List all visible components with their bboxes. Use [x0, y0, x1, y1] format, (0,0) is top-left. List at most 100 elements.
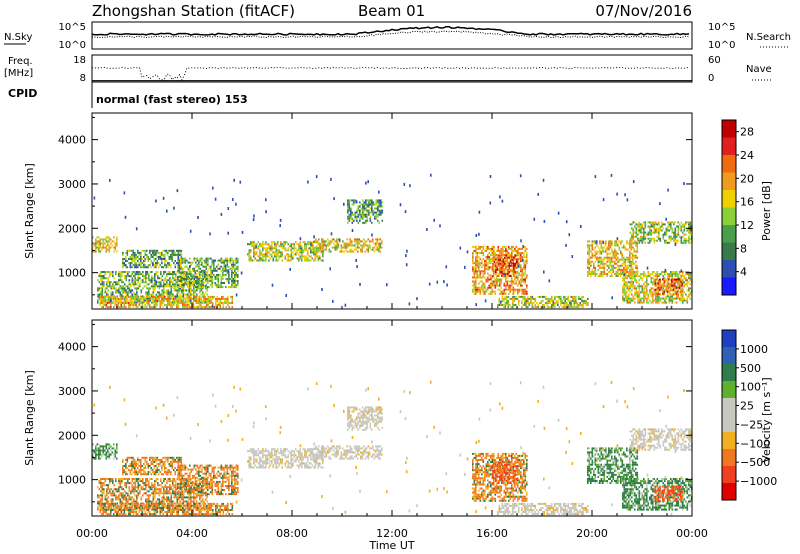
- power-cell: [135, 256, 138, 258]
- power-cell: [484, 270, 486, 273]
- power-cell: [370, 248, 373, 251]
- power-cell: [366, 199, 369, 202]
- power-cell: [292, 247, 294, 250]
- power-cell: [299, 237, 302, 241]
- power-cell: [495, 268, 497, 271]
- power-cell: [542, 178, 545, 182]
- power-cell: [104, 271, 107, 273]
- power-cell: [219, 284, 221, 287]
- power-cell: [235, 293, 238, 297]
- power-cell: [372, 203, 375, 206]
- power-cell: [131, 256, 133, 258]
- power-cell: [272, 259, 275, 262]
- y-tick-label: 1000: [58, 267, 86, 280]
- power-cell: [334, 244, 337, 247]
- power-cell: [587, 262, 589, 265]
- power-cell: [505, 245, 507, 248]
- power-cell: [198, 261, 200, 264]
- power-cell: [654, 290, 657, 293]
- power-cell: [259, 253, 261, 256]
- power-cell: [516, 266, 518, 269]
- power-cell: [638, 237, 641, 240]
- power-cell: [131, 249, 133, 252]
- power-cell: [671, 278, 673, 281]
- power-cell: [205, 263, 208, 266]
- power-cell: [635, 235, 638, 238]
- power-cell: [653, 293, 656, 296]
- power-cell: [508, 272, 510, 275]
- power-cell: [150, 253, 153, 256]
- power-cell: [172, 285, 174, 288]
- power-cell: [262, 253, 264, 256]
- power-cell: [178, 291, 180, 294]
- power-cell: [154, 301, 156, 304]
- power-cell: [525, 302, 528, 304]
- power-cell: [520, 274, 522, 277]
- power-cell: [376, 238, 379, 241]
- power-cell: [196, 273, 198, 276]
- power-cell: [152, 291, 155, 294]
- power-cell: [644, 235, 647, 238]
- velocity-cell: [101, 478, 104, 480]
- power-cell: [203, 295, 205, 298]
- power-cell: [674, 233, 677, 236]
- power-cell: [195, 261, 197, 264]
- power-cell: [500, 252, 503, 254]
- power-cell: [313, 235, 315, 239]
- power-cell: [231, 300, 234, 302]
- power-cell: [131, 277, 134, 280]
- power-cell: [632, 260, 634, 263]
- power-cell: [375, 215, 378, 218]
- velocity-cell: [107, 496, 110, 499]
- power-cell: [356, 217, 358, 220]
- power-cell: [622, 271, 624, 273]
- power-cell: [685, 239, 687, 242]
- power-cell: [146, 249, 148, 252]
- power-cell: [278, 257, 281, 260]
- power-cell: [153, 258, 156, 260]
- power-cell: [573, 297, 576, 300]
- power-cell: [208, 257, 211, 260]
- power-cell: [184, 280, 187, 282]
- power-cell: [505, 276, 507, 279]
- velocity-cell: [101, 498, 104, 501]
- power-cell: [509, 284, 512, 287]
- velocity-cell: [122, 494, 125, 497]
- power-cell: [612, 256, 615, 259]
- power-cell: [662, 237, 665, 240]
- nsky-panel: N.Sky 10^5 10^0 10^5 10^0 N.Search: [4, 21, 791, 51]
- velocity-cell: [93, 457, 96, 460]
- power-cell: [475, 282, 477, 285]
- power-cell: [107, 300, 109, 302]
- power-cell: [159, 251, 162, 254]
- beam-label: Beam 01: [358, 2, 425, 20]
- power-cell: [378, 242, 380, 245]
- power-cell: [301, 245, 303, 248]
- power-cell: [641, 235, 644, 238]
- power-cell: [148, 289, 150, 292]
- velocity-cell: [108, 453, 111, 456]
- power-cell: [205, 278, 208, 280]
- power-cell: [602, 275, 604, 277]
- power-cell: [110, 304, 112, 306]
- power-cell: [180, 300, 183, 302]
- power-cell: [167, 300, 169, 302]
- power-cell: [149, 251, 151, 254]
- power-cell: [627, 258, 630, 261]
- power-cell: [137, 306, 139, 309]
- power-cell: [630, 264, 633, 267]
- power-cell: [255, 245, 257, 249]
- power-cell: [189, 261, 191, 264]
- power-cell: [208, 265, 211, 268]
- power-cell: [350, 215, 352, 218]
- power-cell: [176, 293, 179, 296]
- power-cell: [498, 256, 500, 259]
- power-cell: [649, 231, 651, 234]
- power-cell: [616, 192, 618, 196]
- power-cell: [380, 209, 382, 212]
- power-cell: [107, 289, 110, 292]
- power-cell: [105, 246, 108, 249]
- power-cell: [685, 237, 687, 240]
- velocity-cell: [110, 449, 112, 452]
- power-cell: [534, 297, 537, 300]
